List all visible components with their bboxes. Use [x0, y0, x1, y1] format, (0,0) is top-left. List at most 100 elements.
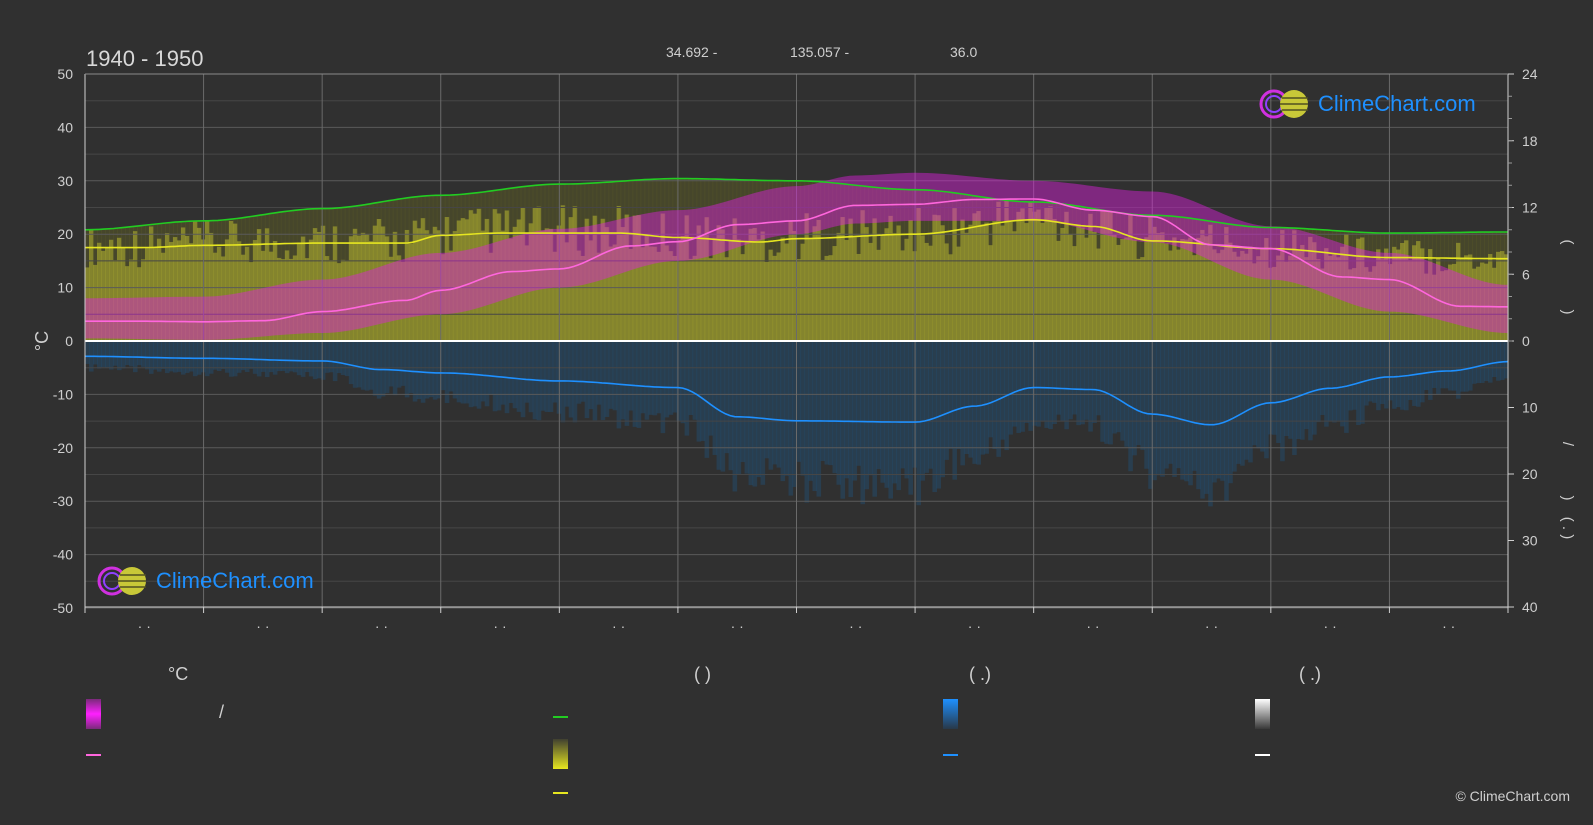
sunshine-bar [1140, 257, 1145, 341]
logo-top-right[interactable]: ClimeChart.com [1258, 88, 1476, 120]
sunshine-bar [360, 232, 366, 341]
precip-bar [156, 341, 162, 372]
precip-bar [632, 341, 638, 427]
precip-bar [1188, 341, 1193, 486]
sunshine-bar [480, 230, 486, 341]
left-tick-label: -40 [53, 547, 73, 563]
sunshine-bar [780, 237, 786, 341]
sunshine-bar [1468, 254, 1473, 341]
sunshine-bar [1008, 221, 1013, 341]
sunshine-bar [1252, 263, 1257, 341]
precip-bar [332, 341, 338, 382]
precip-bar [1264, 341, 1269, 459]
precip-bar [1148, 341, 1153, 489]
legend-sunshine-line [553, 792, 568, 794]
precip-bar [1348, 341, 1353, 411]
right-tick-label-hours: 24 [1522, 66, 1538, 82]
sunshine-bar [944, 243, 949, 341]
sunshine-bar [968, 224, 973, 341]
sunshine-bar [868, 242, 874, 341]
month-tick-label: · · [256, 618, 269, 634]
sunshine-bar [760, 231, 766, 341]
sunshine-bar [1052, 218, 1057, 341]
sunshine-bar [1184, 239, 1189, 341]
legend-temperature-heading: °C [168, 664, 189, 684]
sunshine-bar [604, 227, 610, 341]
precip-bar [840, 341, 846, 499]
precip-bar [1412, 341, 1417, 406]
right-tick-label-hours: 6 [1522, 266, 1530, 282]
sunshine-bar [120, 247, 126, 341]
precip-bar [872, 341, 878, 497]
sunshine-bar [384, 236, 390, 341]
sunshine-bar [1356, 238, 1361, 341]
precip-bar [324, 341, 330, 373]
sunshine-bar [1148, 215, 1153, 341]
sunshine-bar [1216, 253, 1221, 341]
sunshine-bar [464, 219, 470, 341]
precip-bar [1372, 341, 1377, 403]
precip-bar [1084, 341, 1089, 420]
precip-bar [992, 341, 997, 450]
precip-bar [964, 341, 969, 454]
sunshine-bar [552, 251, 558, 341]
precip-bar [1112, 341, 1117, 434]
precip-bar [1160, 341, 1165, 477]
left-tick-label: 10 [57, 280, 73, 296]
sunshine-bar [680, 236, 686, 341]
precip-bar [1336, 341, 1341, 421]
sunshine-bar [116, 237, 122, 341]
sunshine-bar [540, 230, 546, 341]
precip-bar [1388, 341, 1393, 401]
precip-bar [976, 341, 981, 465]
sunshine-bar [1472, 268, 1477, 341]
sunshine-bar [1292, 230, 1297, 341]
sunshine-bar [860, 210, 866, 341]
sunshine-bar [212, 252, 218, 341]
sunshine-bar [1032, 211, 1037, 341]
precip-bar [188, 341, 194, 372]
sunshine-bar [904, 238, 910, 341]
sunshine-bar [612, 244, 618, 341]
precip-bar [772, 341, 778, 465]
precip-bar [280, 341, 286, 371]
precip-bar [848, 341, 854, 498]
logo-text: ClimeChart.com [156, 568, 314, 593]
logo-bottom-left[interactable]: ClimeChart.com [96, 565, 314, 597]
sunshine-bar [584, 218, 590, 341]
precip-bar [684, 341, 690, 436]
sunshine-bar [876, 249, 882, 341]
sunshine-bar [1488, 254, 1493, 341]
precip-bar [284, 341, 290, 374]
precip-bar [304, 341, 310, 373]
precip-bar [1136, 341, 1141, 446]
sunshine-bar [296, 243, 302, 341]
sunshine-bar [696, 225, 702, 341]
precip-bar [1120, 341, 1125, 441]
precip-bar [1320, 341, 1325, 415]
sunshine-bar [736, 239, 742, 341]
precip-bar [288, 341, 294, 372]
month-tick-label: · · [138, 618, 151, 634]
precip-bar [780, 341, 786, 482]
sunshine-bar [808, 237, 814, 341]
precip-bar [1308, 341, 1313, 441]
sunshine-bar [1168, 250, 1173, 341]
precip-bar [216, 341, 222, 371]
precip-bar [668, 341, 674, 415]
sunshine-bar [576, 250, 582, 341]
precip-bar [664, 341, 670, 418]
sunshine-bar [372, 225, 378, 341]
legend-temp-range-swatch [86, 699, 101, 729]
sunshine-bar [1012, 231, 1017, 341]
precip-bar [644, 341, 650, 420]
precip-bar [820, 341, 826, 461]
sunshine-bar [1336, 257, 1341, 341]
sunshine-bar [1284, 261, 1289, 341]
sunshine-bar [188, 243, 194, 341]
precip-bar [564, 341, 570, 407]
sunshine-bar [128, 259, 134, 341]
precip-bar [380, 341, 386, 397]
precip-bar [1444, 341, 1449, 389]
sunshine-bar [456, 220, 462, 341]
